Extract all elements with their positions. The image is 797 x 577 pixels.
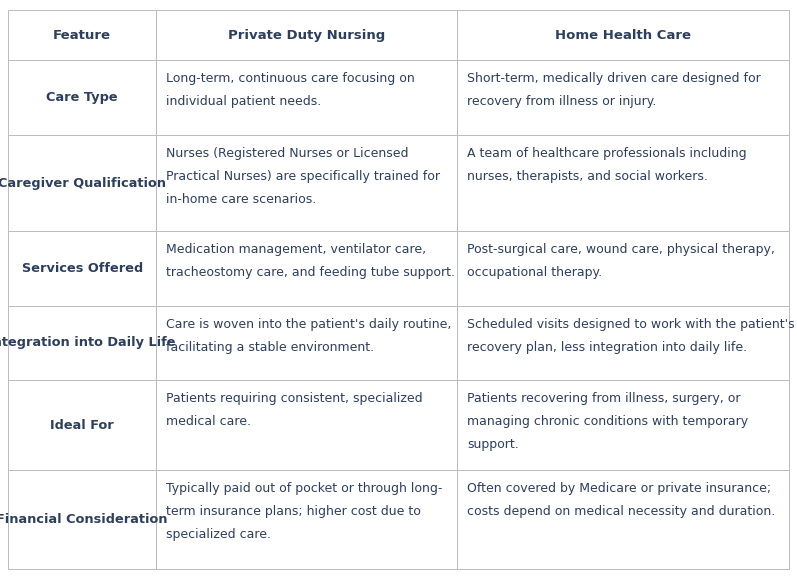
- Text: Caregiver Qualification: Caregiver Qualification: [0, 177, 167, 190]
- Text: Private Duty Nursing: Private Duty Nursing: [228, 29, 386, 42]
- Text: A team of healthcare professionals including
nurses, therapists, and social work: A team of healthcare professionals inclu…: [467, 147, 747, 183]
- Text: Short-term, medically driven care designed for
recovery from illness or injury.: Short-term, medically driven care design…: [467, 73, 761, 108]
- Text: Care Type: Care Type: [46, 91, 118, 104]
- Bar: [8, 380, 156, 470]
- Bar: [457, 61, 789, 135]
- Text: Scheduled visits designed to work with the patient's
recovery plan, less integra: Scheduled visits designed to work with t…: [467, 318, 795, 354]
- Text: Long-term, continuous care focusing on
individual patient needs.: Long-term, continuous care focusing on i…: [167, 73, 415, 108]
- Text: Medication management, ventilator care,
tracheostomy care, and feeding tube supp: Medication management, ventilator care, …: [167, 243, 455, 279]
- Bar: [156, 470, 457, 569]
- Bar: [8, 231, 156, 306]
- Text: Patients requiring consistent, specialized
medical care.: Patients requiring consistent, specializ…: [167, 392, 423, 428]
- Bar: [156, 10, 457, 61]
- Text: Integration into Daily Life: Integration into Daily Life: [0, 336, 176, 350]
- Text: Services Offered: Services Offered: [22, 262, 143, 275]
- Bar: [156, 380, 457, 470]
- Bar: [8, 306, 156, 380]
- Bar: [8, 470, 156, 569]
- Text: Post-surgical care, wound care, physical therapy,
occupational therapy.: Post-surgical care, wound care, physical…: [467, 243, 775, 279]
- Bar: [156, 61, 457, 135]
- Text: Typically paid out of pocket or through long-
term insurance plans; higher cost : Typically paid out of pocket or through …: [167, 482, 443, 541]
- Bar: [8, 10, 156, 61]
- Bar: [8, 135, 156, 231]
- Bar: [457, 380, 789, 470]
- Bar: [156, 135, 457, 231]
- Bar: [457, 470, 789, 569]
- Bar: [8, 61, 156, 135]
- Text: Financial Consideration: Financial Consideration: [0, 513, 168, 526]
- Bar: [156, 306, 457, 380]
- Bar: [156, 231, 457, 306]
- Text: Ideal For: Ideal For: [50, 419, 114, 432]
- Bar: [457, 135, 789, 231]
- Bar: [457, 10, 789, 61]
- Text: Patients recovering from illness, surgery, or
managing chronic conditions with t: Patients recovering from illness, surger…: [467, 392, 748, 451]
- Bar: [457, 306, 789, 380]
- Text: Feature: Feature: [53, 29, 112, 42]
- Text: Nurses (Registered Nurses or Licensed
Practical Nurses) are specifically trained: Nurses (Registered Nurses or Licensed Pr…: [167, 147, 441, 206]
- Text: Often covered by Medicare or private insurance;
costs depend on medical necessit: Often covered by Medicare or private ins…: [467, 482, 775, 518]
- Text: Care is woven into the patient's daily routine,
facilitating a stable environmen: Care is woven into the patient's daily r…: [167, 318, 452, 354]
- Text: Home Health Care: Home Health Care: [555, 29, 691, 42]
- Bar: [457, 231, 789, 306]
